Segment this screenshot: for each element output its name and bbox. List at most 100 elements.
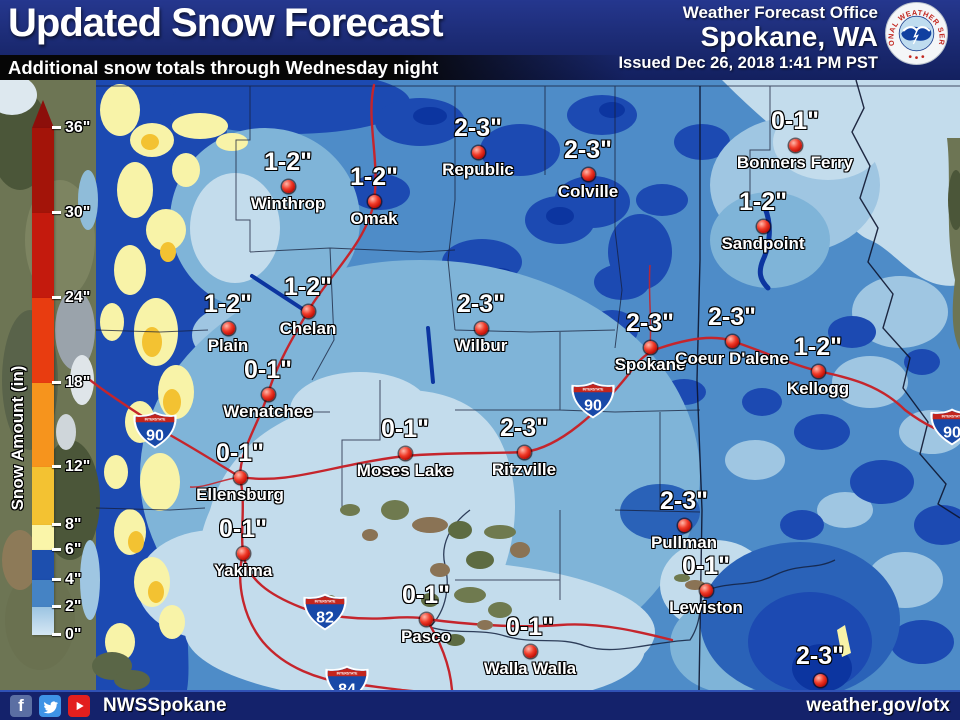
legend-color-segment [32, 607, 54, 635]
interstate-label: INTERSTATE [942, 415, 960, 419]
interstate-shield: INTERSTATE 90 [132, 411, 178, 449]
nws-logo-icon: NATIONAL WEATHER SERVICE [885, 2, 948, 65]
page-title: Updated Snow Forecast [8, 1, 444, 45]
snow-amount-label: 2-3" [660, 487, 708, 515]
city-marker-dot [756, 219, 770, 233]
legend-tick: 2" [52, 598, 81, 616]
city-name-label: Ritzville [491, 460, 557, 479]
legend-tick-label: 30" [65, 204, 91, 221]
interstate-shield: INTERSTATE 84 [324, 665, 370, 690]
city-marker-dot [813, 673, 827, 687]
legend-tick: 6" [52, 541, 81, 559]
city-name-label: Walla Walla [483, 659, 577, 678]
city-marker-dot [221, 321, 235, 335]
city-name-label: Republic [442, 160, 514, 179]
city-marker-dot [788, 138, 802, 152]
issued-timestamp: Issued Dec 26, 2018 1:41 PM PST [618, 54, 878, 72]
snow-amount-label: 0-1" [219, 515, 267, 543]
tick-mark [52, 523, 61, 526]
snow-amount-label: 0-1" [216, 439, 264, 467]
snow-amount-label: 2-3" [454, 114, 502, 142]
legend-color-segment [32, 467, 54, 525]
city-name-label: Moses Lake [356, 461, 454, 480]
legend-color-segment [32, 525, 54, 550]
legend-tick-label: 36" [65, 119, 91, 136]
legend-tick: 8" [52, 516, 81, 534]
legend-color-segment [32, 383, 54, 467]
legend-tick-label: 18" [65, 374, 91, 391]
interstate-number: 90 [584, 398, 602, 415]
snow-amount-label: 1-2" [284, 273, 332, 301]
legend-tick: 4" [52, 571, 81, 589]
city-name-label: Sandpoint [721, 234, 805, 253]
interstate-number: 82 [316, 610, 334, 627]
tick-mark [52, 296, 61, 299]
snow-amount-label: 2-3" [626, 309, 674, 337]
city-marker-dot [699, 583, 713, 597]
office-name: Weather Forecast Office [682, 3, 878, 22]
snow-amount-label: 1-2" [350, 163, 398, 191]
legend-tick-label: 2" [65, 598, 82, 615]
city-name-label: Wilbur [454, 336, 508, 355]
subtitle-text: Additional snow totals through Wednesday… [8, 57, 439, 78]
city-name-label: Ellensburg [196, 485, 284, 504]
legend-color-segment [32, 298, 54, 383]
city-marker-dot [725, 334, 739, 348]
city-marker-dot [811, 364, 825, 378]
legend-tick: 12" [52, 458, 90, 476]
interstate-shield: INTERSTATE 82 [302, 593, 348, 631]
map-art [0, 80, 960, 690]
legend-title: Snow Amount (in) [8, 365, 27, 511]
interstate-label: INTERSTATE [145, 418, 167, 422]
city-name-label: Spokane [614, 355, 686, 374]
interstate-number: 84 [338, 682, 356, 691]
tick-mark [52, 605, 61, 608]
twitter-icon[interactable] [39, 695, 61, 717]
website-url[interactable]: weather.gov/otx [806, 695, 950, 716]
snow-amount-label: 0-1" [682, 552, 730, 580]
city-marker-dot [581, 167, 595, 181]
city-name-label: Winthrop [250, 194, 326, 213]
subtitle-bar: Additional snow totals through Wednesday… [0, 55, 660, 80]
city-name-label: Pasco [400, 627, 452, 646]
city-marker-dot [419, 612, 433, 626]
city-marker-dot [517, 445, 531, 459]
snow-amount-label: 1-2" [204, 290, 252, 318]
facebook-glyph: f [18, 696, 24, 715]
legend-tick: 24" [52, 289, 90, 307]
snow-amount-label: 0-1" [381, 415, 429, 443]
legend-tick-label: 12" [65, 458, 91, 475]
city-name-label: Plain [207, 336, 249, 355]
city-name-label: Yakima [213, 561, 273, 580]
legend-tick: 36" [52, 119, 90, 137]
city-name-label: Omak [350, 209, 398, 228]
youtube-icon[interactable] [68, 695, 90, 717]
legend-color-segment [32, 213, 54, 298]
legend-tick-label: 6" [65, 541, 82, 558]
snow-amount-label: 1-2" [264, 148, 312, 176]
interstate-number: 90 [146, 428, 164, 445]
city-marker-dot [301, 304, 315, 318]
city-marker-dot [398, 446, 412, 460]
forecast-map: 36" 30" 24" 18" 12" 8" 6" 4" 2" 0" Snow Amount (i… [0, 80, 960, 690]
legend-tick: 18" [52, 374, 90, 392]
snow-amount-label: 0-1" [771, 107, 819, 135]
city-name-label: Pullman [650, 533, 718, 552]
snow-amount-label: 2-3" [457, 290, 505, 318]
office-info: Weather Forecast Office Spokane, WA Issu… [618, 3, 878, 75]
interstate-label: INTERSTATE [337, 672, 359, 676]
tick-mark [52, 633, 61, 636]
city-name-label: Coeur D'alene [675, 349, 789, 368]
interstate-number: 90 [943, 425, 960, 442]
interstate-label: INTERSTATE [315, 600, 337, 604]
facebook-icon[interactable]: f [10, 695, 32, 717]
interstate-label: INTERSTATE [583, 388, 605, 392]
city-marker-dot [677, 518, 691, 532]
legend-tick-label: 0" [65, 626, 82, 643]
city-marker-dot [367, 194, 381, 208]
social-handle: NWSSpokane [103, 695, 227, 716]
city-name-label: Wenatchee [223, 402, 313, 421]
city-marker-dot [261, 387, 275, 401]
snow-amount-label: 1-2" [739, 188, 787, 216]
